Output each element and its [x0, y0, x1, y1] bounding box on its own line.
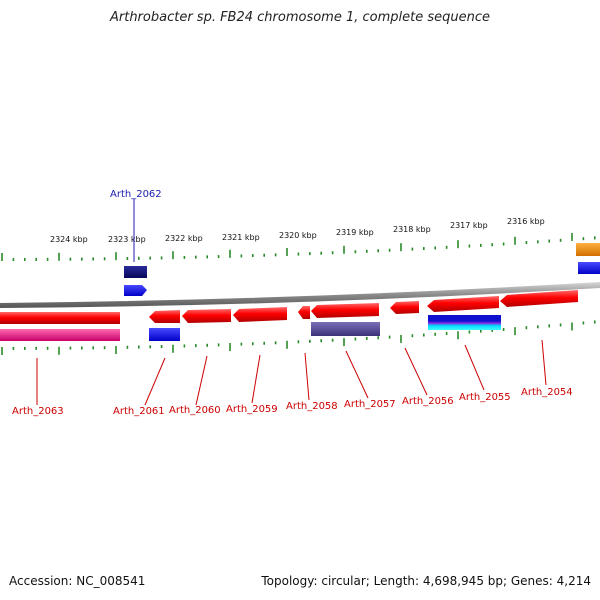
tick-label: 2316 kbp: [507, 217, 545, 226]
gene-arth-2059: [233, 307, 287, 322]
kbp-scale-labels: 2324 kbp 2323 kbp 2322 kbp 2321 kbp 2320…: [50, 217, 545, 244]
gene-arth-2061-shadow: [149, 328, 180, 341]
gene-label-arth-2056[interactable]: Arth_2056: [402, 396, 454, 407]
tick-label: 2324 kbp: [50, 235, 88, 244]
gene-arth-2063-shadow: [0, 329, 120, 341]
reverse-strand-features: [0, 290, 578, 341]
gene-blue-block: [578, 262, 600, 274]
chromosome-backbone: [0, 282, 600, 308]
gene-arth-2060: [182, 309, 231, 323]
gene-label-arth-2062[interactable]: Arth_2062: [110, 189, 162, 200]
gene-arth-2061: [149, 310, 180, 323]
sequence-summary: Topology: circular; Length: 4,698,945 bp…: [261, 574, 591, 588]
tick-label: 2319 kbp: [336, 228, 374, 237]
gene-orange-block: [576, 243, 600, 256]
scale-ticks-bottom: [1, 320, 596, 355]
tick-label: 2322 kbp: [165, 234, 203, 243]
gene-label-arth-2057[interactable]: Arth_2057: [344, 399, 396, 410]
gene-arth-2057: [311, 303, 379, 318]
map-title: Arthrobacter sp. FB24 chromosome 1, comp…: [109, 10, 491, 25]
gene-label-arth-2063[interactable]: Arth_2063: [12, 406, 64, 417]
forward-strand-features: [124, 243, 600, 296]
gene-label-arth-2060[interactable]: Arth_2060: [169, 405, 221, 416]
gene-label-arth-2059[interactable]: Arth_2059: [226, 404, 278, 415]
tick-label: 2323 kbp: [108, 235, 146, 244]
tick-label: 2318 kbp: [393, 225, 431, 234]
tick-label: 2317 kbp: [450, 221, 488, 230]
tick-label: 2321 kbp: [222, 233, 260, 242]
gene-label-arth-2055[interactable]: Arth_2055: [459, 392, 511, 403]
gene-label-arth-2058[interactable]: Arth_2058: [286, 401, 338, 412]
gene-labels: Arth_2062 Arth_2063 Arth_2061 Arth_2060 …: [12, 189, 573, 417]
gene-arth-2057-shadow: [311, 322, 380, 336]
gene-arth-2062-arrow: [124, 285, 147, 296]
gene-arth-2055-shadow: [428, 315, 501, 330]
gene-arth-2056: [390, 301, 419, 314]
scale-ticks-top: [1, 233, 596, 261]
gene-leader-lines: [36, 199, 547, 406]
gene-label-arth-2061[interactable]: Arth_2061: [113, 406, 165, 417]
gene-arth-2063: [0, 312, 120, 324]
gene-arth-2055: [427, 296, 499, 312]
gene-arth-2062-block: [124, 266, 147, 278]
gene-arth-2058: [298, 306, 310, 319]
tick-label: 2320 kbp: [279, 231, 317, 240]
gene-arth-2054: [500, 290, 578, 307]
gene-label-arth-2054[interactable]: Arth_2054: [521, 387, 573, 398]
accession-text: Accession: NC_008541: [9, 574, 146, 588]
